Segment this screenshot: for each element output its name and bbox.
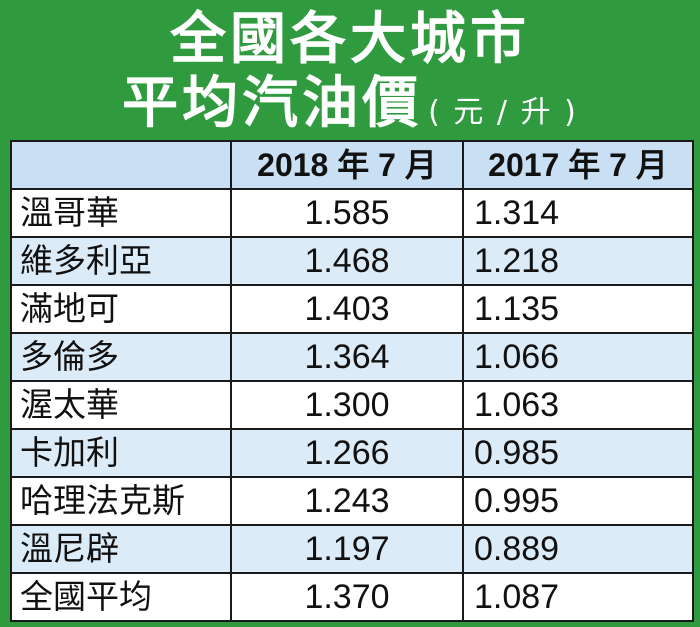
cell-v2017: 1.063: [462, 380, 694, 430]
header-cell-2018: 2018 年 7 月: [230, 140, 464, 190]
header-row: 2018 年 7 月 2017 年 7 月: [10, 140, 694, 190]
cell-v2017: 0.985: [462, 428, 694, 478]
cell-v2018: 1.197: [230, 524, 464, 574]
chart-title: 全國各大城市 平均汽油價( 元 / 升 ): [0, 0, 700, 140]
cell-city: 卡加利: [10, 428, 232, 478]
table-row: 渥太華 1.300 1.063: [10, 380, 694, 430]
cell-city: 滿地可: [10, 284, 232, 334]
table-row: 溫哥華 1.585 1.314: [10, 188, 694, 238]
cell-city: 溫哥華: [10, 188, 232, 238]
cell-v2017: 0.889: [462, 524, 694, 574]
table-row: 溫尼辟 1.197 0.889: [10, 524, 694, 574]
cell-v2017: 1.135: [462, 284, 694, 334]
cell-v2018: 1.585: [230, 188, 464, 238]
cell-v2017: 1.218: [462, 236, 694, 286]
cell-v2017: 1.087: [462, 572, 694, 622]
cell-v2017: 0.995: [462, 476, 694, 526]
table-row: 卡加利 1.266 0.985: [10, 428, 694, 478]
table-row: 哈理法克斯 1.243 0.995: [10, 476, 694, 526]
cell-city: 哈理法克斯: [10, 476, 232, 526]
table-row: 多倫多 1.364 1.066: [10, 332, 694, 382]
table-row: 全國平均 1.370 1.087: [10, 572, 694, 622]
cell-city: 維多利亞: [10, 236, 232, 286]
cell-v2018: 1.243: [230, 476, 464, 526]
cell-v2018: 1.300: [230, 380, 464, 430]
cell-v2018: 1.370: [230, 572, 464, 622]
title-line-1: 全國各大城市: [170, 7, 530, 72]
title-line-2: 平均汽油價( 元 / 升 ): [0, 72, 700, 145]
cell-v2018: 1.403: [230, 284, 464, 334]
cell-city: 全國平均: [10, 572, 232, 622]
unit-label: ( 元 / 升 ): [428, 95, 578, 130]
table-row: 滿地可 1.403 1.135: [10, 284, 694, 334]
cell-v2018: 1.468: [230, 236, 464, 286]
cell-v2018: 1.364: [230, 332, 464, 382]
header-cell-2017: 2017 年 7 月: [462, 140, 694, 190]
cell-city: 渥太華: [10, 380, 232, 430]
cell-v2017: 1.066: [462, 332, 694, 382]
cell-v2017: 1.314: [462, 188, 694, 238]
cell-v2018: 1.266: [230, 428, 464, 478]
table-row: 維多利亞 1.468 1.218: [10, 236, 694, 286]
cell-city: 多倫多: [10, 332, 232, 382]
gas-price-table: 2018 年 7 月 2017 年 7 月 溫哥華 1.585 1.314 維多利亞 1…: [10, 140, 694, 622]
header-cell-city: [10, 140, 232, 190]
title-line-2-text: 平均汽油價: [122, 71, 423, 136]
cell-city: 溫尼辟: [10, 524, 232, 574]
